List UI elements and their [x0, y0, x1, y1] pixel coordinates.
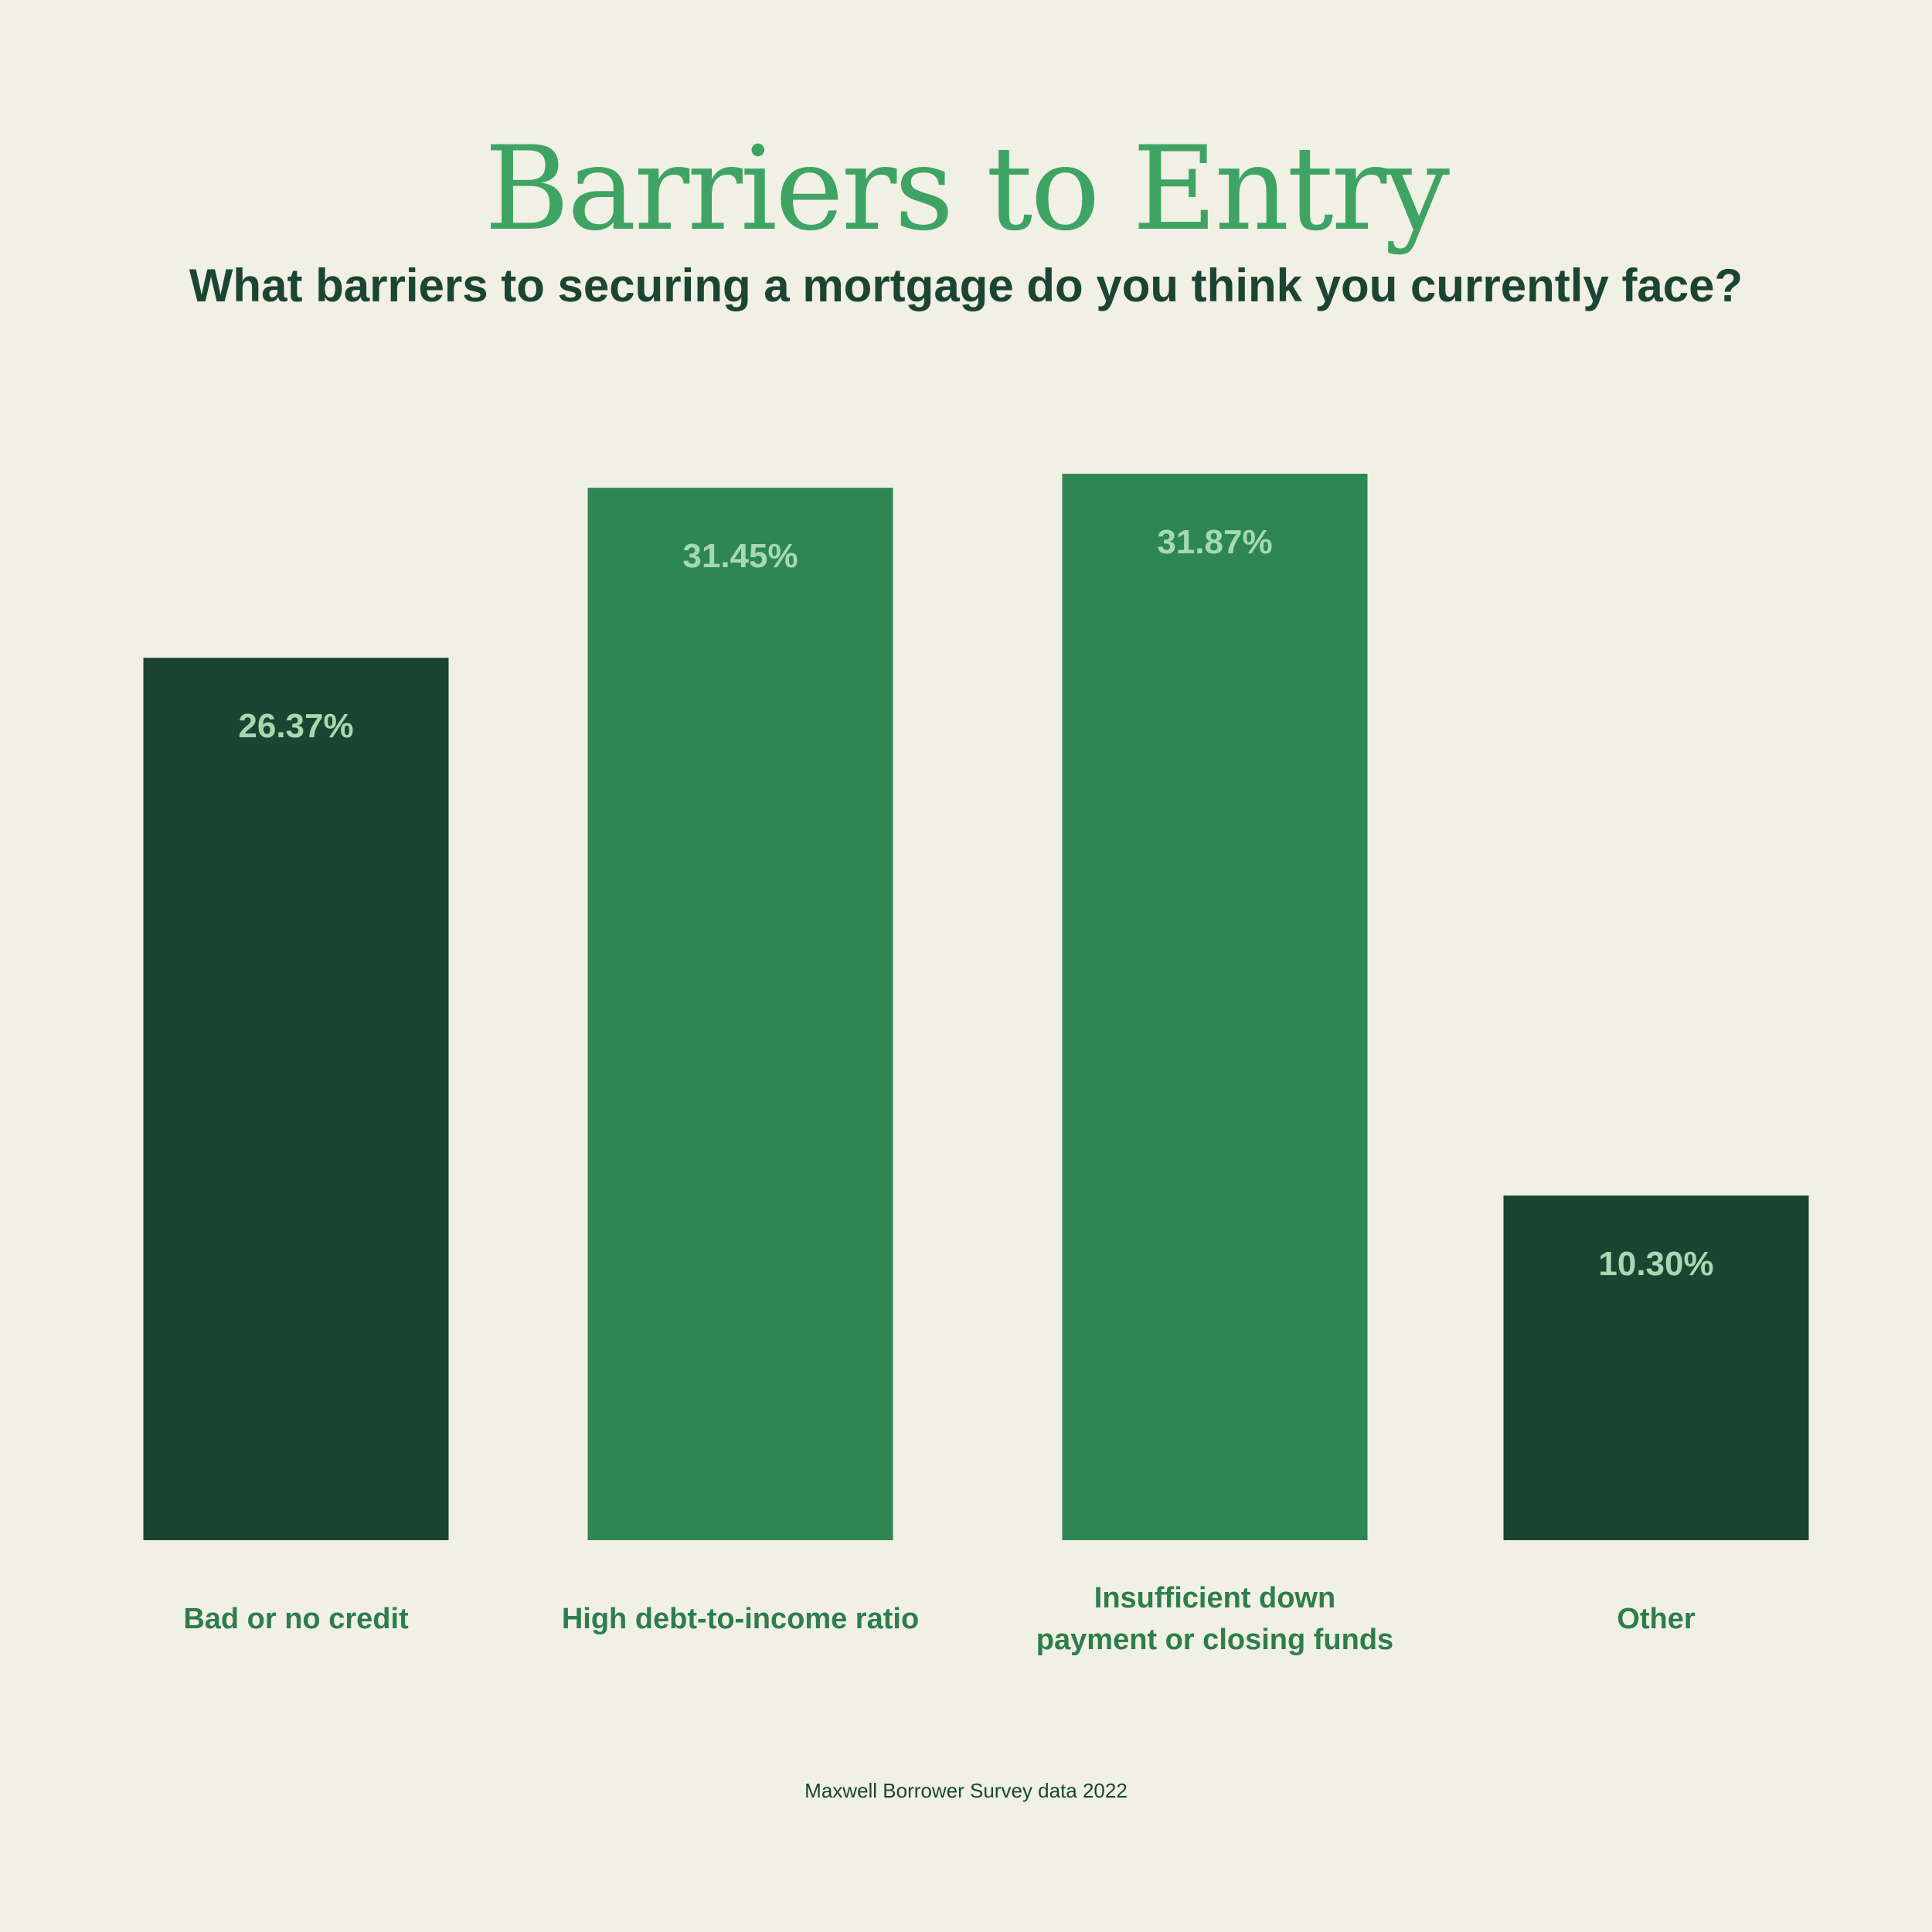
category-label-line: Bad or no credit — [183, 1603, 409, 1635]
chart-title: Barriers to Entry — [484, 122, 1450, 257]
category-label-4: Other — [1617, 1603, 1696, 1635]
category-label-line: High debt-to-income ratio — [562, 1603, 919, 1635]
bar-value-label-3: 31.87% — [1157, 523, 1272, 561]
category-label-line: payment or closing funds — [1036, 1624, 1393, 1656]
bar-4 — [1503, 1196, 1809, 1540]
bar-chart: 26.37% Bad or no credit 31.45% High debt-to… — [143, 474, 1809, 1656]
category-label-line: Insufficient down — [1094, 1582, 1335, 1614]
bar-2 — [587, 488, 893, 1540]
category-label-line: Other — [1617, 1603, 1696, 1635]
category-label-3: Insufficient down payment or closing fund… — [1036, 1582, 1393, 1656]
bar-value-label-2: 31.45% — [682, 537, 798, 575]
bar-value-label-1: 26.37% — [238, 707, 353, 745]
category-label-1: Bad or no credit — [183, 1603, 409, 1635]
bar-1 — [143, 658, 449, 1540]
bar-3 — [1062, 474, 1368, 1540]
source-note: Maxwell Borrower Survey data 2022 — [804, 1779, 1128, 1802]
bar-value-label-4: 10.30% — [1598, 1245, 1713, 1283]
category-label-2: High debt-to-income ratio — [562, 1603, 919, 1635]
chart-subtitle: What barriers to securing a mortgage do … — [189, 260, 1743, 311]
